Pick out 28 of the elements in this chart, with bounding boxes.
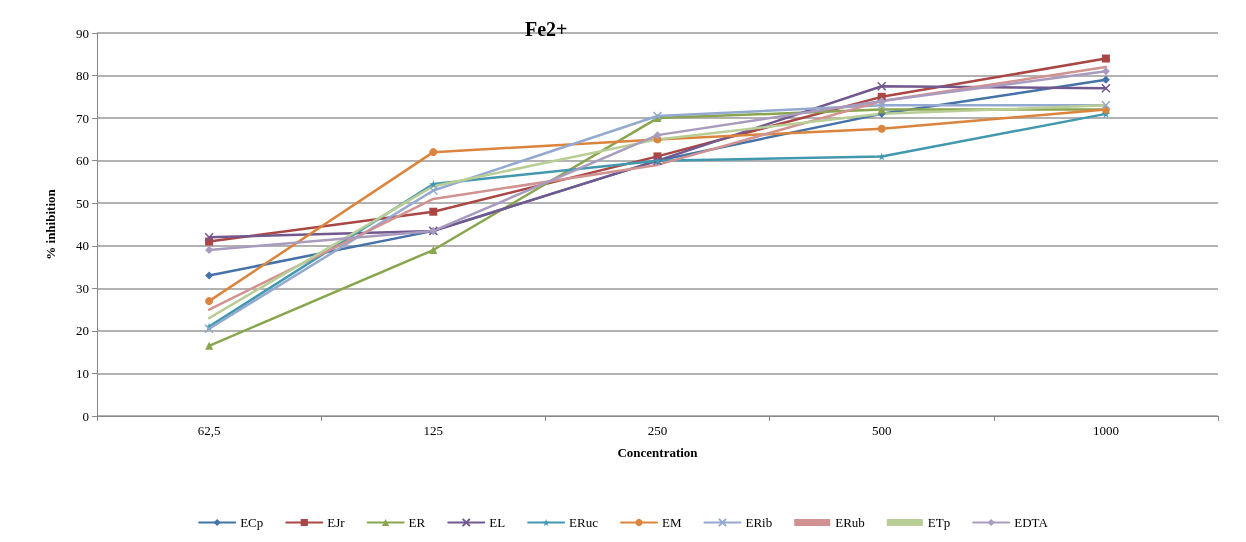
y-tick-label: 50: [76, 195, 89, 211]
legend-label: ER: [408, 515, 426, 530]
legend-label: ERub: [835, 515, 865, 530]
legend-label: ECp: [240, 515, 264, 530]
x-tick-label: 125: [423, 423, 444, 438]
y-tick-label: 10: [76, 365, 89, 381]
y-tick-label: 60: [76, 153, 89, 169]
legend-label: EDTA: [1014, 515, 1049, 530]
legend-label: EJr: [327, 515, 346, 530]
x-axis-title: Concentration: [617, 445, 699, 460]
y-tick-label: 70: [76, 110, 89, 126]
x-tick-label: 250: [647, 423, 668, 438]
legend-label: EM: [661, 515, 682, 530]
legend-label: ETp: [927, 515, 951, 530]
y-tick-label: 0: [82, 408, 89, 424]
x-tick-label: 62,5: [197, 423, 221, 438]
y-tick-label: 90: [76, 25, 89, 41]
y-tick-label: 80: [76, 68, 89, 84]
x-tick-label: 500: [871, 423, 892, 438]
y-axis-title: % inhibition: [43, 188, 58, 260]
legend-label: ERuc: [569, 515, 599, 530]
legend-label: ERib: [745, 515, 773, 530]
y-tick-label: 40: [76, 238, 89, 254]
chart-title: Fe2+: [525, 18, 568, 40]
y-tick-label: 20: [76, 323, 89, 339]
y-tick-label: 30: [76, 280, 89, 296]
legend-label: EL: [489, 515, 506, 530]
x-tick-label: 1000: [1092, 423, 1119, 438]
